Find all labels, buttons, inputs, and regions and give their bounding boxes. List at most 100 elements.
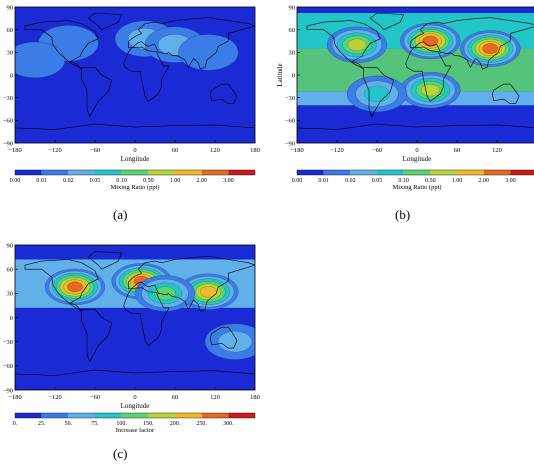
caption-c: (c) xyxy=(113,446,128,461)
colorbar-swatch xyxy=(41,170,69,175)
y-tick-label: 90 xyxy=(7,4,14,11)
colorbar-swatch xyxy=(430,170,457,175)
y-axis-label: Latitude xyxy=(276,63,284,86)
coastline-4 xyxy=(209,83,238,104)
y-tick-label: −90 xyxy=(285,140,295,147)
contour-b-4-3 xyxy=(364,85,390,103)
contour-c-4-2 xyxy=(217,331,253,353)
colorbar-swatch xyxy=(323,170,351,175)
colorbar-label: Mixing Ratio (ppt) xyxy=(110,184,159,191)
colorbar-tick-label: 0.01 xyxy=(318,178,329,184)
colorbar-swatch xyxy=(95,413,122,418)
colorbar-tick-label: 0.50 xyxy=(143,178,154,184)
contour-c-3-4 xyxy=(154,286,176,301)
colorbar-swatch xyxy=(68,170,95,175)
x-tick-label: 180 xyxy=(250,147,260,154)
x-axis-label: Longitude xyxy=(121,155,150,163)
colorbar-tick-label: 250. xyxy=(196,421,207,427)
coastline-0 xyxy=(306,20,381,70)
colorbar-tick-label: 0.05 xyxy=(372,178,383,184)
colorbar-swatch xyxy=(121,170,149,175)
colorbar-tick-label: 75. xyxy=(91,421,99,427)
panel-c: −180 −120 −60 0 60 120 180 90 60 30 0 −30 −60 −90 Long… xyxy=(3,242,260,434)
contour-b-3-5 xyxy=(420,83,440,97)
y-tick-label: 30 xyxy=(7,50,14,57)
coastline-1 xyxy=(363,67,395,118)
x-tick-label: 0 xyxy=(133,147,136,154)
coastline-5 xyxy=(87,12,123,31)
colorbar-swatch xyxy=(377,170,404,175)
colorbar-swatch xyxy=(228,170,255,175)
colorbar-tick-label: 200. xyxy=(170,421,181,427)
coastline-1 xyxy=(81,67,113,118)
panel-b: −180−120−6006012019060300−30−60−90Longit… xyxy=(276,4,534,191)
coastline-4 xyxy=(209,326,238,349)
map-area xyxy=(297,7,534,143)
coastline-6 xyxy=(15,369,255,390)
y-tick-label: 0 xyxy=(10,72,13,79)
y-tick-label: −60 xyxy=(285,118,295,125)
coastline-6 xyxy=(15,123,255,143)
x-tick-label: 120 xyxy=(210,394,220,401)
x-axis-label: Longitude xyxy=(403,155,432,163)
y-tick-label: −30 xyxy=(3,95,13,102)
colorbar-tick-label: 25. xyxy=(38,421,46,427)
x-tick-label: −60 xyxy=(372,147,382,154)
y-tick-label: 0 xyxy=(292,72,295,79)
y-tick-label: 90 xyxy=(7,242,14,249)
colorbar-swatch xyxy=(457,170,484,175)
colorbar-tick-label: 0. xyxy=(13,421,18,427)
y-tick-label: −30 xyxy=(285,95,295,102)
colorbar-tick-label: 0.01 xyxy=(36,178,47,184)
map-area xyxy=(15,245,255,390)
map-area xyxy=(15,7,255,143)
x-tick-label: 60 xyxy=(172,394,179,401)
caption-b: (b) xyxy=(395,207,411,222)
colorbar-swatch xyxy=(403,170,431,175)
x-tick-label: −180 xyxy=(290,147,303,154)
colorbar-swatch xyxy=(148,170,175,175)
coastline-2 xyxy=(128,255,255,312)
y-tick-label: −90 xyxy=(3,387,13,394)
colorbar-frame xyxy=(14,169,256,176)
y-tick-label: −90 xyxy=(3,140,13,147)
coastline-3 xyxy=(405,46,452,102)
colorbar-swatch xyxy=(201,170,229,175)
colorbar-swatch xyxy=(297,170,324,175)
coastline-5 xyxy=(369,12,405,31)
colorbar-swatch xyxy=(175,170,202,175)
colorbar-swatch xyxy=(15,413,42,418)
colorbar-tick-label: 0.10 xyxy=(116,178,127,184)
coastline-1 xyxy=(81,309,113,363)
coastline-3 xyxy=(123,46,170,102)
coastline-2 xyxy=(409,17,534,70)
colorbar-tick-label: 1.00 xyxy=(452,178,463,184)
y-tick-label: −60 xyxy=(3,363,13,370)
y-tick-label: 60 xyxy=(289,27,296,34)
colorbar-tick-label: 0.10 xyxy=(398,178,409,184)
coastline-4 xyxy=(491,83,520,104)
colorbar-tick-label: 300. xyxy=(223,421,234,427)
colorbar-tick-label: 2.00 xyxy=(478,178,489,184)
colorbar-swatch xyxy=(510,170,534,175)
colorbar-label: Increase factor xyxy=(116,427,155,434)
coastline-6 xyxy=(297,123,534,143)
colorbar-swatch xyxy=(15,170,42,175)
x-tick-label: 120 xyxy=(492,147,502,154)
coastline-5 xyxy=(87,251,123,270)
colorbar-tick-label: 0.05 xyxy=(90,178,101,184)
colorbar-tick-label: 0.02 xyxy=(63,178,74,184)
x-tick-label: −60 xyxy=(90,394,100,401)
colorbar-tick-label: 3.00 xyxy=(505,178,516,184)
colorbar-tick-label: 0.00 xyxy=(10,178,21,184)
contour-c-0-7 xyxy=(67,281,83,293)
colorbar-tick-label: 0.50 xyxy=(425,178,436,184)
x-tick-label: −120 xyxy=(330,147,343,154)
colorbar-swatch xyxy=(121,413,149,418)
y-tick-label: 90 xyxy=(289,4,296,11)
colorbar-tick-label: 0.02 xyxy=(345,178,356,184)
coastline-0 xyxy=(24,20,99,70)
y-tick-label: 30 xyxy=(7,291,14,298)
x-tick-label: 0 xyxy=(415,147,418,154)
